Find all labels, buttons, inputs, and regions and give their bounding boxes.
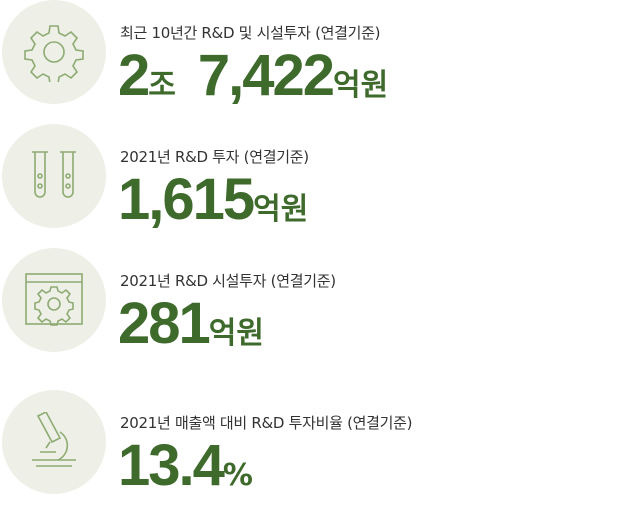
stat-row: 최근 10년간 R&D 및 시설투자 (연결기준) 2조 7,422억원	[0, 0, 636, 120]
stat-unit: %	[222, 458, 253, 493]
microscope-icon	[32, 412, 76, 467]
stat-number: 1,615	[118, 167, 255, 232]
stat-unit: 조	[148, 68, 176, 103]
stat-value: 1,615억원	[118, 166, 330, 233]
stat-unit: 억원	[253, 192, 309, 227]
stat-label: 2021년 R&D 투자 (연결기준)	[120, 148, 309, 166]
stat-number: 7,422	[197, 43, 335, 108]
stat-value: 281억원	[118, 290, 286, 357]
icon-gear	[2, 0, 106, 104]
icon-microscope	[2, 390, 106, 494]
icon-tubes	[2, 124, 106, 228]
stat-label: 최근 10년간 R&D 및 시설투자 (연결기준)	[120, 24, 381, 42]
stat-row: 2021년 매출액 대비 R&D 투자비율 (연결기준) 13.4%	[0, 390, 636, 510]
stat-unit: 억원	[333, 68, 389, 103]
stat-value: 13.4%	[118, 432, 275, 499]
stat-row: 2021년 R&D 투자 (연결기준) 1,615억원	[0, 124, 636, 244]
stat-number: 13.4	[118, 433, 225, 498]
stat-value: 2조 7,422억원	[118, 42, 410, 109]
stat-row: 2021년 R&D 시설투자 (연결기준) 281억원	[0, 248, 636, 368]
stat-label: 2021년 R&D 시설투자 (연결기준)	[120, 272, 336, 290]
browser-gear-icon	[25, 273, 83, 326]
stat-label: 2021년 매출액 대비 R&D 투자비율 (연결기준)	[120, 414, 413, 432]
gear-icon	[24, 25, 84, 82]
tubes-icon	[32, 151, 76, 198]
stat-unit: 억원	[208, 316, 264, 351]
stat-number: 2	[118, 43, 150, 108]
stat-number: 281	[118, 291, 211, 356]
icon-browser-gear	[2, 248, 106, 352]
